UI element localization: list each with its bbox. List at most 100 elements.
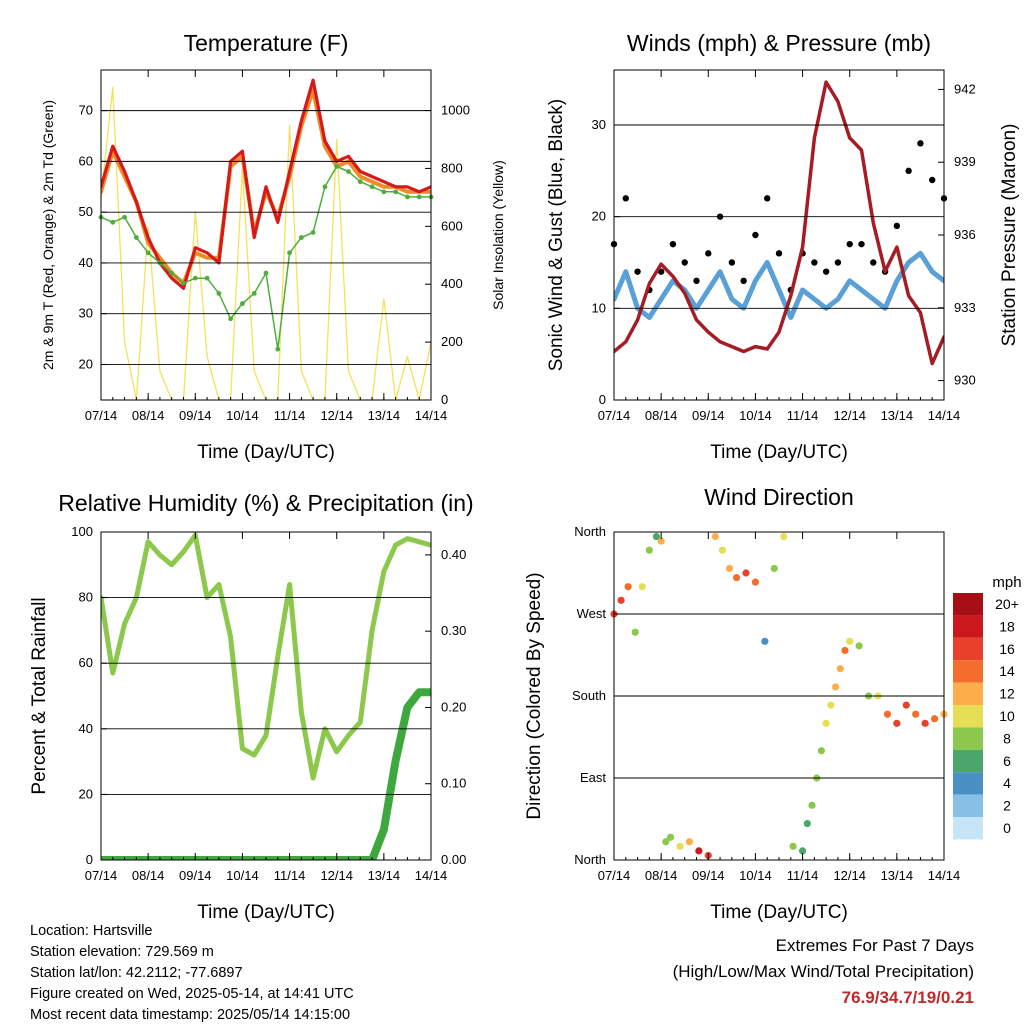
y2-tick-label: 400 (441, 276, 463, 291)
direction-point (817, 747, 826, 755)
direction-point (822, 719, 830, 727)
latlon-text: Station lat/lon: 42.2112; -77.6897 (30, 965, 243, 981)
direction-panel: Wind Direction Time (Day/UTC) Direction … (524, 484, 1022, 923)
legend-label: 0 (1003, 820, 1011, 836)
x-tick-label: 07/14 (85, 868, 118, 883)
direction-point (883, 710, 892, 718)
direction-point (662, 838, 670, 846)
elevation-text: Station elevation: 729.569 m (30, 944, 214, 960)
humidity-panel: Relative Humidity (%) & Precipitation (i… (29, 490, 474, 923)
direction-title: Wind Direction (704, 484, 854, 510)
direction-point (725, 564, 734, 573)
temperature-xlabel: Time (Day/UTC) (197, 442, 335, 463)
y2-tick-label: 1000 (441, 103, 470, 118)
legend-swatch (953, 682, 983, 705)
direction-ylabel-left: Direction (Colored By Speed) (524, 572, 545, 819)
legend-title: mph (992, 574, 1021, 591)
x-tick-label: 09/14 (692, 868, 725, 883)
y-tick-label: 60 (79, 655, 93, 670)
temperature-panel: Temperature (F) Time (Day/UTC) 2m & 9m T… (40, 30, 506, 463)
direction-point (742, 569, 750, 577)
gust-point (858, 240, 865, 248)
y-tick-label: 40 (79, 255, 93, 270)
y-tick-label: North (574, 524, 606, 539)
direction-point (841, 646, 849, 655)
x-tick-label: 07/14 (598, 408, 631, 423)
created-text: Figure created on Wed, 2025-05-14, at 14… (30, 986, 354, 1002)
x-tick-label: 11/14 (274, 408, 306, 423)
y-tick-label: 0 (86, 852, 93, 867)
extremes-subtitle: (High/Low/Max Wind/Total Precipitation) (672, 962, 974, 981)
x-tick-label: 07/14 (85, 408, 118, 423)
gust-point (905, 167, 912, 175)
y2-tick-label: 800 (441, 160, 463, 175)
x-tick-label: 08/14 (132, 408, 165, 423)
precipitation-line (101, 688, 431, 860)
y2-tick-label: 0.00 (441, 852, 466, 867)
x-tick-label: 09/14 (179, 868, 212, 883)
legend-swatch (953, 817, 983, 840)
direction-point (711, 532, 719, 541)
x-tick-label: 08/14 (645, 868, 678, 883)
x-tick-label: 10/14 (226, 868, 259, 883)
direction-point (631, 628, 639, 636)
direction-point (893, 719, 901, 727)
direction-point (846, 637, 854, 645)
direction-point (761, 637, 769, 645)
y-tick-label: 0 (599, 392, 606, 407)
winds-title: Winds (mph) & Pressure (mb) (627, 30, 931, 56)
x-tick-label: 12/14 (320, 408, 353, 423)
direction-point (676, 842, 684, 850)
gust-point (705, 250, 712, 257)
x-tick-label: 13/14 (881, 868, 914, 883)
x-tick-label: 14/14 (928, 868, 961, 883)
direction-point (808, 801, 816, 809)
legend-label: 8 (1003, 730, 1011, 746)
direction-point (803, 819, 811, 828)
direction-point (657, 537, 665, 545)
legend-swatch (953, 749, 983, 773)
humidity-title: Relative Humidity (%) & Precipitation (i… (58, 490, 473, 516)
x-tick-label: 14/14 (928, 408, 961, 423)
recent-text: Most recent data timestamp: 2025/05/14 1… (30, 1007, 351, 1023)
solar-insolation-line (101, 86, 431, 400)
gust-point (681, 259, 688, 266)
x-tick-label: 10/14 (739, 408, 772, 423)
direction-point (902, 701, 910, 709)
legend-label: 18 (999, 618, 1015, 634)
y2-tick-label: 939 (954, 154, 976, 169)
y2-tick-label: 0.10 (441, 776, 466, 791)
legend-label: 20+ (995, 596, 1019, 612)
legend-label: 2 (1003, 798, 1011, 814)
legend-swatch (953, 593, 983, 616)
extremes-title: Extremes For Past 7 Days (775, 936, 974, 955)
x-tick-label: 11/14 (274, 868, 306, 883)
x-tick-label: 12/14 (320, 868, 353, 883)
extremes-values: 76.9/34.7/19/0.21 (841, 988, 974, 1007)
direction-point (930, 715, 939, 723)
relative-humidity-line (101, 532, 431, 781)
y-tick-label: 30 (79, 306, 93, 321)
y-tick-label: 20 (79, 786, 93, 801)
legend-label: 4 (1003, 775, 1011, 791)
temperature-ylabel-right: Solar Insolation (Yellow) (490, 160, 506, 310)
winds-ylabel-right: Station Pressure (Maroon) (999, 124, 1020, 347)
x-tick-label: 14/14 (415, 868, 448, 883)
y2-tick-label: 600 (441, 218, 463, 233)
gust-point (669, 240, 677, 248)
y2-tick-label: 0.40 (441, 547, 466, 562)
winds-panel: Winds (mph) & Pressure (mb) Time (Day/UT… (546, 30, 1020, 463)
direction-point (718, 546, 727, 554)
direction-point (617, 596, 625, 604)
direction-point (855, 642, 863, 650)
direction-point (780, 532, 788, 541)
gust-point (893, 222, 901, 230)
winds-ylabel-left: Sonic Wind & Gust (Blue, Black) (546, 99, 567, 371)
sonic-wind-line (614, 250, 944, 320)
direction-point (770, 564, 778, 573)
x-tick-label: 08/14 (645, 408, 678, 423)
y2-tick-label: 930 (954, 373, 976, 388)
direction-point (831, 683, 840, 691)
direction-point (732, 573, 741, 582)
x-tick-label: 11/14 (787, 868, 819, 883)
